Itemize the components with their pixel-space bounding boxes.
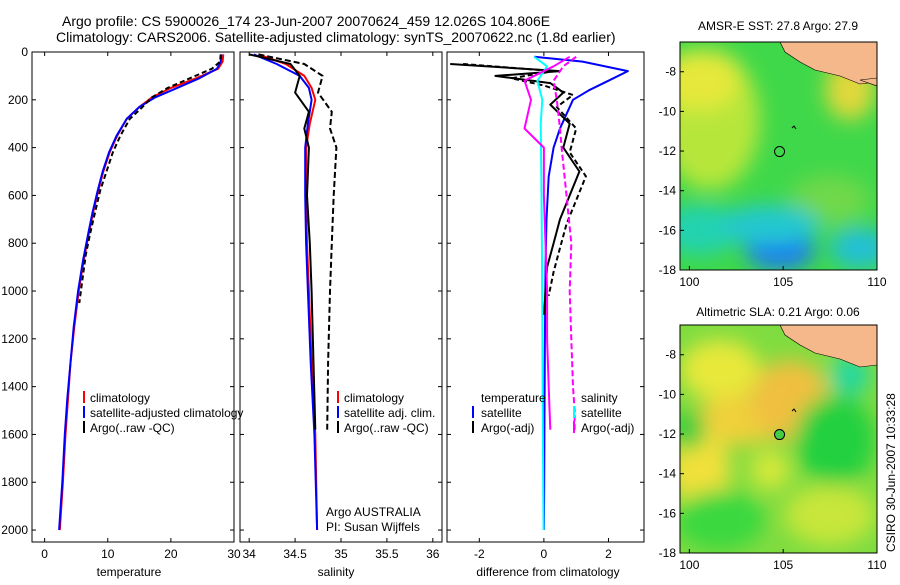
sst-map-frame [679,41,878,271]
y-tick-label: 1600 [1,427,28,441]
y-tick-label: 1000 [1,284,28,298]
map-x-tick-label: 100 [679,558,699,572]
series-line-temperature-satellite [534,55,629,531]
x-tick-label: 30 [227,547,241,561]
sla-map-frame [679,324,878,554]
map-y-tick-label: -8 [665,65,676,79]
annotation-argo-australia: Argo AUSTRALIA [326,505,421,519]
side-timestamp: CSIRO 30-Jun-2007 10:33:28 [884,393,898,552]
legend-label-argo: Argo(..raw -QC) [90,421,175,435]
difference-plot: -2 0 2 [447,51,644,561]
x-tick-label: 35 [334,547,348,561]
y-tick-label: 200 [8,93,28,107]
map-y-tick-label: -16 [659,223,677,237]
map-x-tick-label: 105 [773,275,793,289]
difference-panel-frame [446,51,645,543]
x-tick-label: 34.5 [283,547,307,561]
sst-argo-location-marker [774,146,786,158]
series-line-argo-raw-qc- [248,53,317,430]
series-line-temperature-argo-adj-dashed [463,63,587,297]
y-tick-label: 2000 [1,523,28,537]
header-line-2: Climatology: CARS2006. Satellite-adjuste… [56,29,616,45]
land-java [779,42,877,85]
header-line-1: Argo profile: CS 5900026_174 23-Jun-2007… [62,13,550,29]
map-y-tick-label: -12 [659,144,677,158]
map-x-tick-label: 105 [773,558,793,572]
legend-label-satellite-adj: satellite adj. clim. [344,406,435,420]
x-tick-label: 2 [605,547,612,561]
map-y-tick-label: -14 [659,467,677,481]
legend-label-climatology: climatology [344,391,404,405]
series-line-satellite-adjusted-climatology [58,54,223,531]
series-line-temperature-argo-adj- [450,63,581,315]
y-tick-label: 400 [8,141,28,155]
map-x-tick-label: 110 [867,558,886,572]
sla-map-title: Altimetric SLA: 0.21 Argo: 0.06 [696,305,860,319]
legend-label-sal-satellite: satellite [581,406,622,420]
y-tick-label: 1200 [1,332,28,346]
map-y-tick-label: -18 [659,546,677,560]
sla-argo-location-marker [774,429,786,441]
temperature-axis-label: temperature [97,565,162,579]
y-tick-label: 600 [8,188,28,202]
difference-legend: temperature satellite Argo(-adj) salinit… [472,391,634,435]
legend-label-sal-argo: Argo(-adj) [581,421,634,435]
x-tick-label: 35.5 [375,547,399,561]
series-line-argo-raw-qc- [78,54,222,304]
map-y-tick-label: -14 [659,184,677,198]
x-tick-label: 20 [164,547,178,561]
sst-map-axes: 100 105 110 -8 -10 -12 -14 -16 -18 [659,65,887,289]
sst-map-title: AMSR-E SST: 27.8 Argo: 27.9 [698,19,858,33]
land-java [779,325,877,368]
x-tick-label: 10 [101,547,115,561]
legend-label-argo: Argo(..raw -QC) [344,421,429,435]
y-tick-label: 1400 [1,380,28,394]
map-y-tick-label: -18 [659,263,677,277]
annotation-pi: PI: Susan Wijffels [326,520,420,534]
map-x-tick-label: 110 [867,275,886,289]
temperature-panel-frame [31,51,235,543]
legend-heading-temperature: temperature [481,391,546,405]
x-tick-label: 34 [243,547,257,561]
salinity-legend: climatology satellite adj. clim. Argo(..… [326,391,435,534]
legend-label-temp-argo: Argo(-adj) [481,421,534,435]
series-line-salinity-argo-adj- [523,55,571,430]
x-tick-label: 0 [541,547,548,561]
series-line-satellite-adj-clim- [253,53,319,531]
series-line-salinity-satellite [533,55,549,531]
temperature-plot: 0 10 20 30 0 200 400 600 800 1000 1200 1400 1600 1800… [1,45,241,561]
series-line-argo-raw-qc-dashed [258,53,338,430]
map-y-tick-label: -10 [659,104,677,118]
legend-heading-salinity: salinity [581,391,618,405]
salinity-panel-frame [239,51,443,543]
legend-label-temp-satellite: satellite [481,406,522,420]
series-line-salinity-argo-adj-dashed [552,55,577,430]
legend-label-climatology: climatology [90,391,150,405]
difference-axis-label: difference from climatology [476,565,619,579]
map-x-tick-label: 100 [679,275,699,289]
y-tick-label: 1800 [1,475,28,489]
salinity-plot: 34 34.5 35 35.5 36 [240,51,442,561]
x-tick-label: 0 [41,547,48,561]
map-y-tick-label: -8 [665,348,676,362]
y-tick-label: 800 [8,236,28,250]
series-line-climatology [58,54,225,531]
map-y-tick-label: -16 [659,506,677,520]
x-tick-label: -2 [474,547,485,561]
x-tick-label: 36 [426,547,440,561]
y-tick-label: 0 [21,45,28,59]
salinity-axis-label: salinity [318,565,355,579]
sla-map-field [680,325,877,553]
temperature-legend: climatology satellite-adjusted climatolo… [83,391,243,435]
sla-map-axes: 100 105 110 -8 -10 -12 -14 -16 -18 [659,348,887,572]
map-y-tick-label: -12 [659,427,677,441]
legend-label-satellite-adjusted: satellite-adjusted climatology [90,406,243,420]
map-y-tick-label: -10 [659,387,677,401]
